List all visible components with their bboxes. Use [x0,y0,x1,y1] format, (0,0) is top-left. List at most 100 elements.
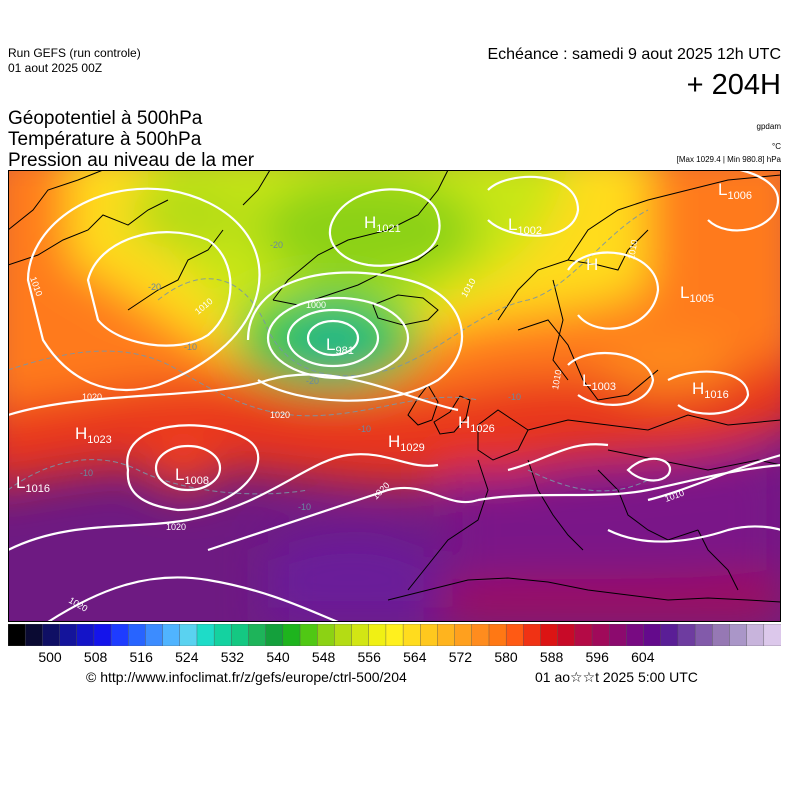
layer-temperature: Température à 500hPa [8,129,202,150]
pressure-centers: H1021 L1002 L1006 H L1005 L981 L1003 H10… [16,180,752,495]
pressure-center: L1016 [16,473,50,495]
colorbar-swatch [368,623,387,647]
colorbar-swatch [317,623,335,647]
colorbar-swatch [557,623,576,647]
colorbar-swatch [505,623,524,647]
colorbar-tick-label: 532 [220,649,245,665]
colorbar-tick-label: 516 [129,649,153,665]
colorbar-swatch [351,623,370,647]
colorbar-tick-label: 540 [266,649,290,665]
pressure-center: L1005 [680,283,714,305]
colorbar-swatch [523,623,542,647]
pressure-center: L981 [326,335,354,357]
isobar-label: 1020 [166,522,186,532]
colorbar-tick-label: 500 [38,649,62,665]
colorbar-swatch [402,623,421,647]
colorbar-swatch [282,623,301,647]
colorbar-swatch [609,623,627,647]
colorbar-swatch [248,623,267,647]
colorbar-swatch [24,623,43,647]
colorbar-swatch [231,623,249,647]
colorbar-swatch [437,623,456,647]
pressure-center: L1006 [718,180,752,202]
colorbar-swatch [694,623,713,647]
colorbar-swatch [712,623,730,647]
colorbar-swatch [110,623,129,647]
colorbar-tick-label: 604 [631,649,655,665]
colorbar-tick-label: 580 [494,649,518,665]
pressure-center: L1002 [508,215,542,237]
layer-pressure: Pression au niveau de la mer [8,150,255,171]
pressure-center: H1016 [692,379,729,401]
colorbar-swatch [145,623,164,647]
layer-geopotential: Géopotentiel à 500hPa [8,108,203,129]
colorbar-swatch [660,623,679,647]
isotherm-label: -10 [508,392,521,402]
pressure-center: H1023 [75,424,112,446]
colorbar-swatch [574,623,593,647]
colorbar-tick-label: 556 [357,649,381,665]
colorbar-swatch [454,623,473,647]
colorbar-tick-label: 548 [311,649,336,665]
colorbar-swatches [7,623,782,647]
source-url: © http://www.infoclimat.fr/z/gefs/europe… [86,669,407,685]
pressure-center: H1026 [458,413,495,435]
colorbar-swatch [76,623,95,647]
isotherm-label: -20 [148,282,161,292]
colorbar-swatch [128,623,146,647]
isotherm-labels: -20 -20 -20 -10 -10 -10 -10 -10 [80,240,521,512]
pressure-center: L1008 [175,465,209,487]
isotherm-label: -10 [298,502,311,512]
run-label: Run GEFS (run controle) [8,46,141,60]
colorbar [7,623,782,647]
colorbar-swatch [179,623,198,647]
isotherm-label: -10 [358,424,371,434]
unit-geopotential: gpdam [756,122,781,131]
pressure-center: H [586,255,598,274]
colorbar-tick-label: 572 [448,649,473,665]
colorbar-swatch [334,623,353,647]
colorbar-swatch [488,623,507,647]
isobar-label: 1010 [626,239,639,260]
colorbar-swatch [763,623,782,647]
colorbar-tick-label: 564 [403,649,427,665]
generated-time: 01 ao☆☆t 2025 5:00 UTC [535,669,698,685]
unit-temperature: °C [772,142,781,151]
colorbar-swatch [420,623,438,647]
colorbar-swatch [471,623,490,647]
colorbar-swatch [7,623,26,647]
isobar-label: 1020 [82,392,102,402]
isobars [8,170,781,622]
colorbar-tick-label: 596 [585,649,609,665]
isotherm-label: -20 [306,376,319,386]
colorbar-tick-label: 524 [175,649,199,665]
forecast-valid-time: Echéance : samedi 9 aout 2025 12h UTC [487,46,781,63]
pressure-center: H1021 [364,213,401,235]
colorbar-swatch [626,623,645,647]
coastlines [8,170,781,603]
colorbar-swatch [265,623,284,647]
colorbar-swatch [299,623,318,647]
colorbar-swatch [196,623,215,647]
isotherms [8,209,649,495]
isotherm-label: -20 [270,240,283,250]
unit-pressure-range: [Max 1029.4 | Min 980.8] hPa [676,155,781,164]
colorbar-swatch [540,623,559,647]
weather-map: H1021 L1002 L1006 H L1005 L981 L1003 H10… [8,170,781,622]
colorbar-swatch [93,623,112,647]
lead-time: + 204H [686,69,781,101]
colorbar-swatch [59,623,78,647]
isotherm-label: -10 [184,342,197,352]
colorbar-swatch [42,623,61,647]
isobar-label: 1020 [270,410,290,420]
run-date: 01 aout 2025 00Z [8,61,103,75]
isotherm-label: -10 [80,468,93,478]
colorbar-swatch [643,623,662,647]
colorbar-tick-label: 588 [539,649,564,665]
pressure-center: H1029 [388,432,425,454]
colorbar-swatch [385,623,404,647]
colorbar-tick-label: 508 [83,649,108,665]
pressure-center: L1003 [582,371,616,393]
isobar-label: 1000 [306,300,326,310]
colorbar-swatch [213,623,232,647]
